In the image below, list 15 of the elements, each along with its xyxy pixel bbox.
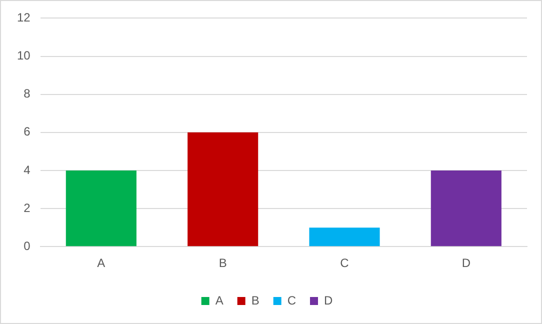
- x-tick-label: B: [218, 256, 227, 270]
- legend-label: D: [324, 293, 334, 308]
- legend-label: A: [215, 293, 224, 308]
- y-tick-label: 12: [16, 10, 31, 25]
- y-tick-label: 4: [24, 162, 31, 177]
- y-tick-label: 0: [24, 238, 31, 253]
- legend-label: C: [287, 293, 296, 308]
- y-tick-label: 10: [16, 48, 31, 63]
- legend-label: B: [251, 293, 260, 308]
- y-tick-label: 2: [24, 200, 31, 215]
- x-tick-label: C: [340, 256, 350, 270]
- y-tick-label: 6: [24, 124, 31, 139]
- y-tick-label: 8: [24, 86, 31, 101]
- x-tick-label: D: [462, 256, 471, 270]
- x-tick-label: A: [97, 256, 106, 270]
